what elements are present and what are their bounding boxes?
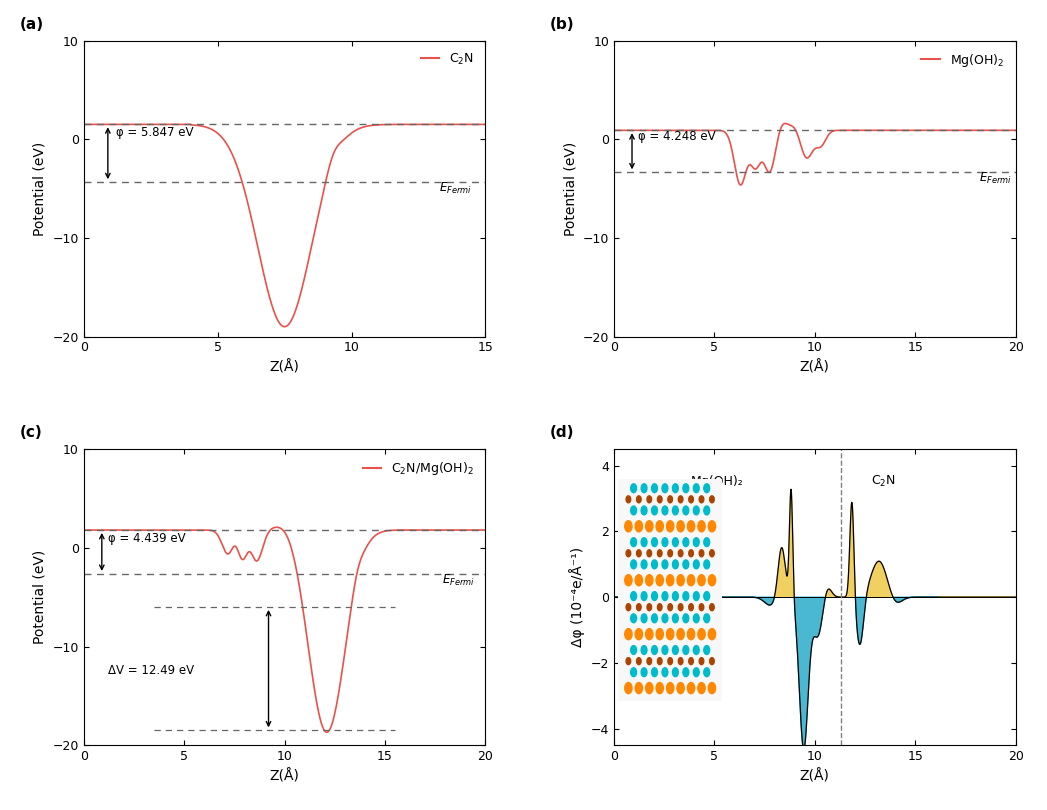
X-axis label: Z(Å): Z(Å)	[270, 769, 299, 783]
Text: (c): (c)	[20, 425, 42, 441]
Text: φ = 4.439 eV: φ = 4.439 eV	[108, 532, 185, 545]
Y-axis label: Potential (eV): Potential (eV)	[32, 142, 47, 236]
Text: (d): (d)	[550, 425, 574, 441]
Text: (a): (a)	[20, 17, 44, 32]
X-axis label: Z(Å): Z(Å)	[800, 360, 829, 374]
Text: (b): (b)	[550, 17, 575, 32]
Legend: C$_2$N/Mg(OH)$_2$: C$_2$N/Mg(OH)$_2$	[358, 455, 480, 483]
Text: E$_{\mathregular{Fermi}}$: E$_{\mathregular{Fermi}}$	[443, 573, 475, 588]
Text: φ = 5.847 eV: φ = 5.847 eV	[116, 126, 194, 139]
Legend: Mg(OH)$_2$: Mg(OH)$_2$	[916, 47, 1009, 74]
Text: E$_{\mathregular{Fermi}}$: E$_{\mathregular{Fermi}}$	[439, 181, 472, 196]
Text: E$_{\mathregular{Fermi}}$: E$_{\mathregular{Fermi}}$	[979, 171, 1011, 186]
Y-axis label: Potential (eV): Potential (eV)	[563, 142, 577, 236]
Y-axis label: Δφ (10⁻⁴e/Å⁻¹): Δφ (10⁻⁴e/Å⁻¹)	[570, 547, 585, 647]
Text: Mg(OH)₂: Mg(OH)₂	[690, 475, 743, 488]
Text: φ = 4.248 eV: φ = 4.248 eV	[638, 130, 716, 143]
Legend: C$_2$N: C$_2$N	[416, 47, 480, 72]
X-axis label: Z(Å): Z(Å)	[800, 769, 829, 783]
Y-axis label: Potential (eV): Potential (eV)	[32, 550, 47, 644]
Text: ΔV = 12.49 eV: ΔV = 12.49 eV	[108, 663, 194, 676]
X-axis label: Z(Å): Z(Å)	[270, 360, 299, 374]
Text: C$_2$N: C$_2$N	[871, 475, 896, 489]
